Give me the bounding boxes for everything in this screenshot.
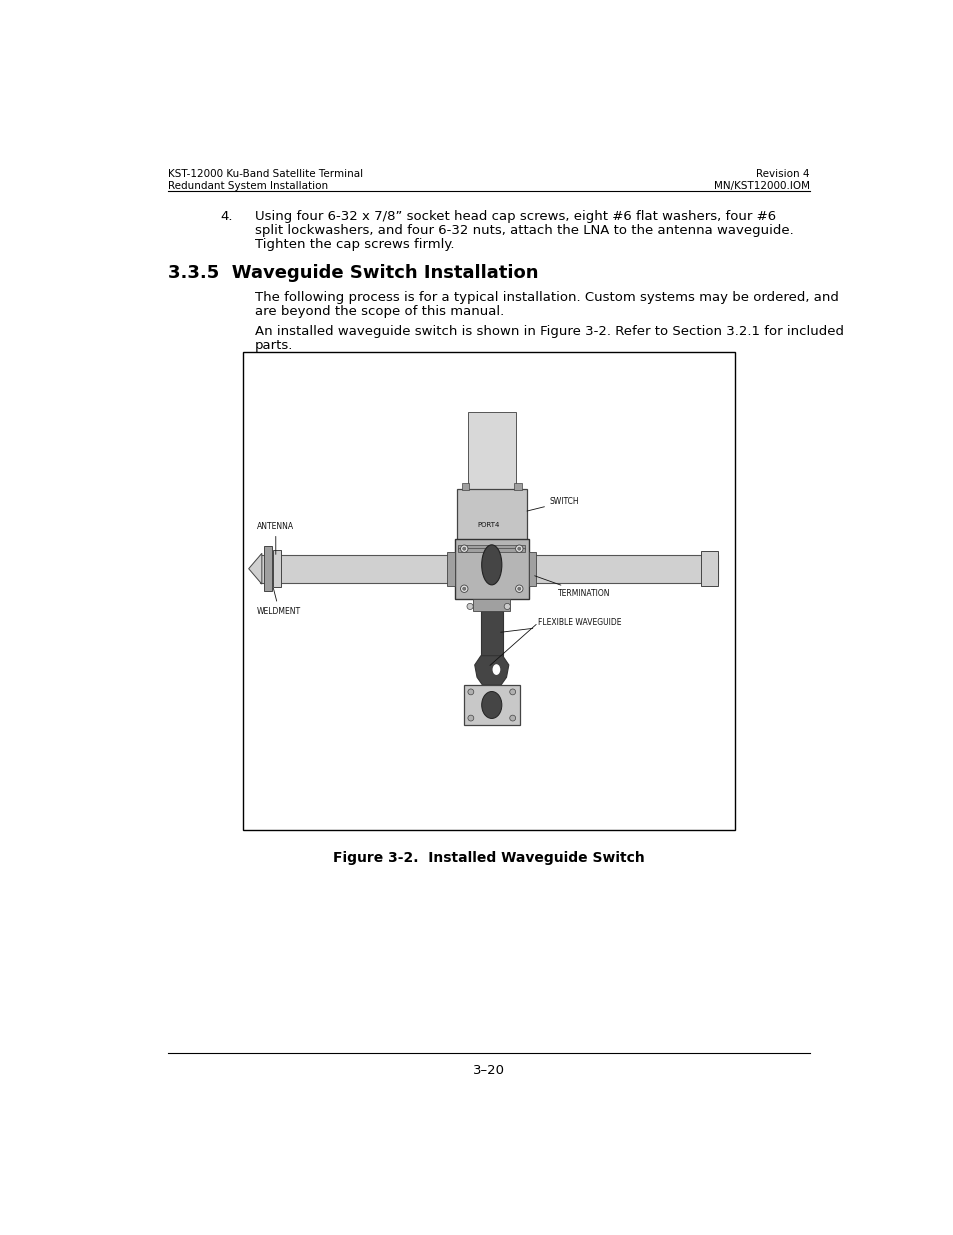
Circle shape: [515, 545, 522, 552]
Text: Tighten the cap screws firmly.: Tighten the cap screws firmly.: [254, 237, 454, 251]
Text: 3–20: 3–20: [473, 1065, 504, 1077]
Bar: [458, 545, 524, 550]
Text: ANTENNA: ANTENNA: [257, 522, 294, 555]
Bar: [463, 685, 519, 725]
Polygon shape: [475, 656, 508, 685]
Bar: [264, 546, 272, 592]
Text: Figure 3-2.  Installed Waveguide Switch: Figure 3-2. Installed Waveguide Switch: [334, 851, 644, 866]
Bar: [467, 411, 516, 511]
Bar: [456, 489, 526, 545]
Text: Redundant System Installation: Redundant System Installation: [168, 182, 328, 191]
Circle shape: [467, 715, 474, 721]
Text: PORT4: PORT4: [477, 522, 499, 529]
Text: split lockwashers, and four 6-32 nuts, attach the LNA to the antenna waveguide.: split lockwashers, and four 6-32 nuts, a…: [254, 224, 793, 237]
Ellipse shape: [481, 692, 501, 719]
Bar: [461, 483, 469, 490]
Bar: [455, 538, 528, 599]
Circle shape: [462, 547, 465, 551]
Text: Using four 6-32 x 7/8” socket head cap screws, eight #6 flat washers, four #6: Using four 6-32 x 7/8” socket head cap s…: [254, 210, 775, 222]
Text: are beyond the scope of this manual.: are beyond the scope of this manual.: [254, 305, 503, 317]
Text: TERMINATION: TERMINATION: [534, 576, 610, 598]
Text: MN/KST12000.IOM: MN/KST12000.IOM: [713, 182, 809, 191]
Bar: [473, 599, 510, 611]
Text: The following process is for a typical installation. Custom systems may be order: The following process is for a typical i…: [254, 290, 838, 304]
Text: WELDMENT: WELDMENT: [257, 588, 301, 615]
Bar: [243, 352, 735, 830]
Text: SWITCH: SWITCH: [526, 498, 578, 511]
Circle shape: [460, 545, 468, 552]
Text: KST-12000 Ku-Band Satellite Terminal: KST-12000 Ku-Band Satellite Terminal: [168, 169, 363, 179]
Circle shape: [503, 604, 510, 610]
Text: FLEXIBLE WAVEGUIDE: FLEXIBLE WAVEGUIDE: [500, 618, 621, 632]
Bar: [514, 483, 521, 490]
Bar: [528, 552, 536, 585]
Circle shape: [517, 547, 520, 551]
Polygon shape: [249, 553, 261, 584]
Bar: [447, 552, 455, 585]
Text: 4.: 4.: [220, 210, 233, 222]
Text: 3.3.5  Waveguide Switch Installation: 3.3.5 Waveguide Switch Installation: [168, 264, 538, 282]
Circle shape: [467, 689, 474, 695]
Bar: [458, 548, 524, 552]
Ellipse shape: [492, 664, 499, 676]
Circle shape: [517, 587, 520, 590]
Text: Revision 4: Revision 4: [756, 169, 809, 179]
Bar: [480, 611, 502, 656]
Ellipse shape: [481, 545, 501, 585]
Bar: [274, 551, 281, 587]
Bar: [528, 555, 718, 583]
Text: parts.: parts.: [254, 340, 293, 352]
Text: An installed waveguide switch is shown in Figure 3-2. Refer to Section 3.2.1 for: An installed waveguide switch is shown i…: [254, 325, 843, 338]
Circle shape: [509, 689, 516, 695]
Circle shape: [460, 585, 468, 593]
Circle shape: [515, 585, 522, 593]
Bar: [260, 555, 455, 583]
Circle shape: [462, 587, 465, 590]
Circle shape: [466, 604, 473, 610]
Circle shape: [509, 715, 516, 721]
Bar: [700, 551, 717, 587]
